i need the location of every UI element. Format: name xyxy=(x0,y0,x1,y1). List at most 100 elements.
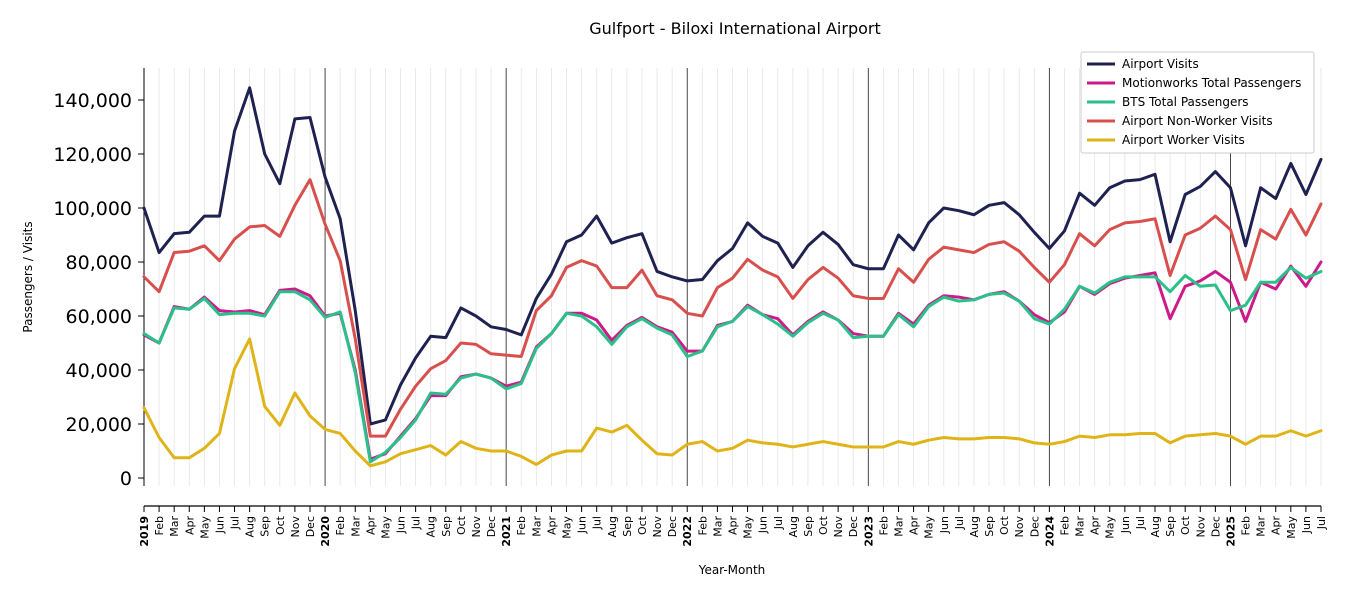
legend-entry-label: Airport Non-Worker Visits xyxy=(1122,114,1273,128)
x-tick-label: Oct xyxy=(455,515,468,535)
y-tick-label: 40,000 xyxy=(66,360,132,382)
x-tick-label: Oct xyxy=(274,515,287,535)
y-tick-label: 140,000 xyxy=(53,90,132,112)
x-tick-label: Apr xyxy=(908,516,921,536)
x-tick-label: Jun xyxy=(938,516,951,534)
legend-entry-label: BTS Total Passengers xyxy=(1122,95,1249,109)
x-tick-label: Jun xyxy=(395,516,408,534)
y-tick-label: 100,000 xyxy=(53,198,132,220)
x-tick-label: May xyxy=(1104,516,1117,539)
x-tick-label: Feb xyxy=(877,516,890,535)
x-tick-label: Dec xyxy=(666,516,679,537)
x-tick-label: Apr xyxy=(183,516,196,536)
x-tick-label: Mar xyxy=(1074,516,1087,537)
x-tick-label: Jul xyxy=(229,516,242,530)
legend-entry-label: Motionworks Total Passengers xyxy=(1122,76,1301,90)
y-tick-label: 120,000 xyxy=(53,144,132,166)
x-tick-label: Nov xyxy=(832,516,845,538)
series-layer xyxy=(142,86,1323,468)
x-tick-label: Sep xyxy=(983,516,996,537)
x-tick-label: May xyxy=(561,516,574,539)
x-tick-label: Apr xyxy=(1270,516,1283,536)
y-axis-label: Passengers / Visits xyxy=(21,221,35,332)
x-tick-label: Feb xyxy=(1240,516,1253,535)
x-tick-label: 2024 xyxy=(1043,516,1056,547)
x-tick-label: Jun xyxy=(213,516,226,534)
series-line-airport-visits xyxy=(142,86,1323,426)
x-tick-label: Jun xyxy=(576,516,589,534)
x-tick-label: Nov xyxy=(470,516,483,538)
x-tick-label: Oct xyxy=(1179,515,1192,535)
x-tick-label: Jun xyxy=(1300,516,1313,534)
x-tick-label: Sep xyxy=(1164,516,1177,537)
x-tick-label: May xyxy=(198,516,211,539)
x-tick-label: Feb xyxy=(334,516,347,535)
x-tick-label: Oct xyxy=(636,515,649,535)
x-tick-label: Dec xyxy=(304,516,317,537)
x-tick-label: Jun xyxy=(1119,516,1132,534)
x-tick-label: Sep xyxy=(621,516,634,537)
x-tick-label: 2021 xyxy=(500,516,513,547)
x-tick-label: Nov xyxy=(1013,516,1026,538)
x-tick-label: Nov xyxy=(651,516,664,538)
x-tick-label: Mar xyxy=(892,516,905,537)
y-tick-label: 60,000 xyxy=(66,306,132,328)
x-tick-label: Dec xyxy=(485,516,498,537)
x-tick-label: 2025 xyxy=(1224,516,1237,547)
x-tick-label: Apr xyxy=(545,516,558,536)
x-tick-label: Feb xyxy=(153,516,166,535)
x-tick-label: Sep xyxy=(440,516,453,537)
x-tick-label: Aug xyxy=(244,516,257,537)
x-tick-label: Jul xyxy=(410,516,423,530)
x-tick-label: Jul xyxy=(1315,516,1328,530)
x-axis-label: Year-Month xyxy=(698,563,766,577)
axis-layer: 0 20,000 40,000 60,000 80,000 100,000 120,000 1… xyxy=(53,68,1328,547)
x-tick-label: May xyxy=(742,516,755,539)
x-tick-label: Feb xyxy=(515,516,528,535)
x-tick-label: 2019 xyxy=(138,516,151,547)
chart-title: Gulfport - Biloxi International Airport xyxy=(589,19,881,38)
x-tick-label: Oct xyxy=(817,515,830,535)
x-tick-label: Jul xyxy=(591,516,604,530)
x-tick-label: 2022 xyxy=(681,516,694,547)
x-tick-label: Aug xyxy=(606,516,619,537)
x-tick-label: Jun xyxy=(757,516,770,534)
x-tick-label: Aug xyxy=(1149,516,1162,537)
x-tick-label: Feb xyxy=(1058,516,1071,535)
legend: Airport Visits Motionworks Total Passenge… xyxy=(1080,51,1315,154)
x-tick-label: Apr xyxy=(1089,516,1102,536)
x-tick-label: Jul xyxy=(953,516,966,530)
x-tick-label: Jul xyxy=(772,516,785,530)
y-tick-label: 20,000 xyxy=(66,414,132,436)
x-tick-label: Dec xyxy=(1209,516,1222,537)
x-tick-label: May xyxy=(379,516,392,539)
x-tick-label: Oct xyxy=(998,515,1011,535)
x-tick-label: Dec xyxy=(847,516,860,537)
legend-entry-label: Airport Visits xyxy=(1122,57,1199,71)
legend-box xyxy=(1080,51,1315,154)
x-tick-label: Mar xyxy=(711,516,724,537)
x-tick-label: 2023 xyxy=(862,516,875,547)
x-tick-label: May xyxy=(923,516,936,539)
x-tick-label: Apr xyxy=(364,516,377,536)
x-tick-label: Mar xyxy=(1255,516,1268,537)
x-tick-label: Apr xyxy=(727,516,740,536)
series-line-airport-worker-visits xyxy=(142,337,1323,468)
y-tick-label: 80,000 xyxy=(66,252,132,274)
x-tick-label: Dec xyxy=(1028,516,1041,537)
x-tick-label: Aug xyxy=(787,516,800,537)
x-tick-label: Jul xyxy=(1134,516,1147,530)
x-tick-label: Feb xyxy=(696,516,709,535)
x-tick-label: Sep xyxy=(259,516,272,537)
x-tick-label: Mar xyxy=(349,516,362,537)
legend-entry-label: Airport Worker Visits xyxy=(1122,133,1245,147)
x-tick-label: Aug xyxy=(968,516,981,537)
x-tick-label: Nov xyxy=(289,516,302,538)
x-tick-label: Sep xyxy=(802,516,815,537)
series-line-airport-non-worker-visits xyxy=(142,178,1323,438)
series-line-bts-total-passengers xyxy=(142,265,1323,464)
x-tick-label: Nov xyxy=(1194,516,1207,538)
x-tick-label: Aug xyxy=(425,516,438,537)
